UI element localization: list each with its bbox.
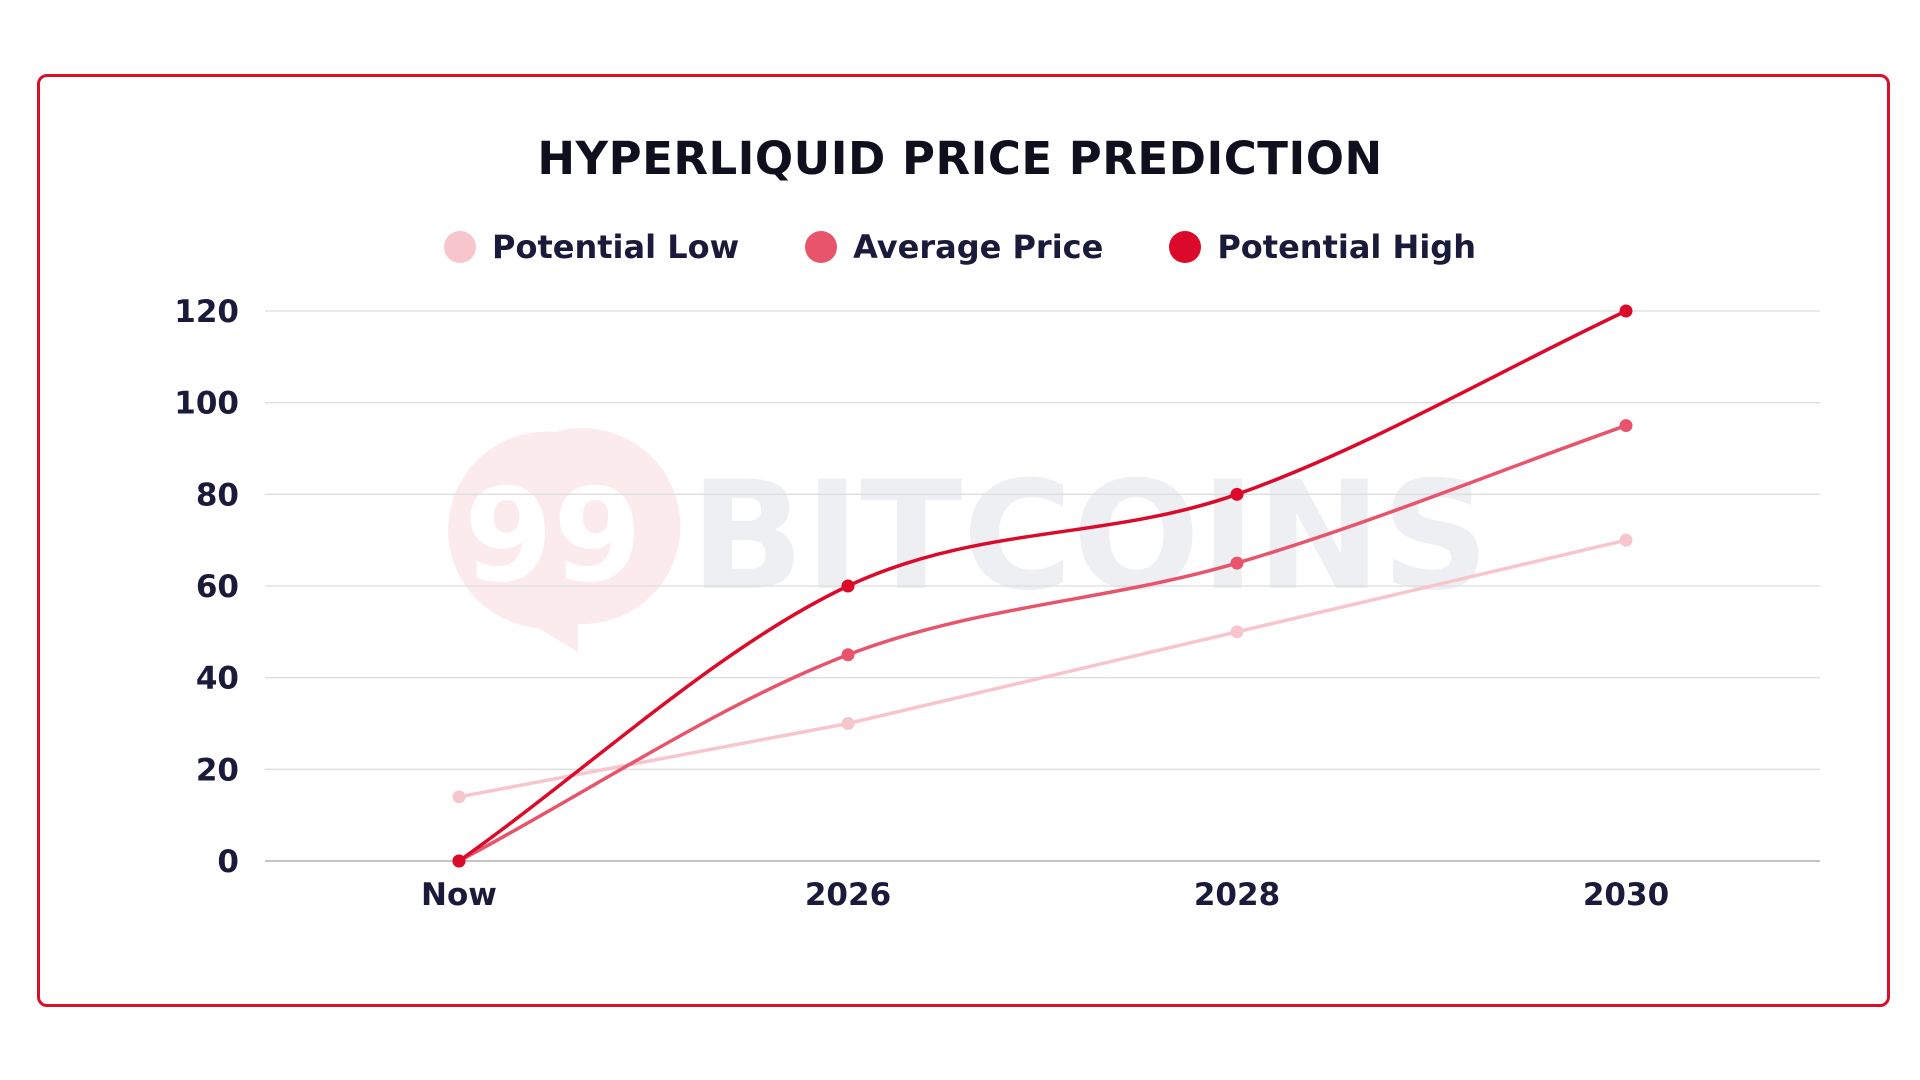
data-point-potential-low	[1230, 625, 1244, 639]
y-tick-label: 80	[196, 477, 239, 513]
series-line-potential-high	[457, 309, 1628, 863]
legend-label-average-price: Average Price	[853, 228, 1104, 266]
legend-label-potential-low: Potential Low	[492, 228, 740, 266]
chart-grid	[265, 310, 1820, 862]
data-point-potential-high	[841, 579, 855, 593]
chart-legend: Potential Low Average Price Potential Hi…	[0, 222, 1920, 272]
y-tick-label: 60	[196, 569, 239, 605]
x-tick-label: 2028	[1194, 877, 1280, 913]
y-tick-label: 120	[174, 294, 239, 330]
data-point-potential-high	[1230, 487, 1244, 501]
watermark-badge-text: 99	[464, 462, 642, 611]
legend-dot-potential-high	[1169, 231, 1202, 263]
x-tick-label: 2030	[1583, 877, 1669, 913]
legend-dot-average-price	[805, 231, 838, 263]
data-point-potential-high	[1619, 304, 1633, 318]
data-point-average-price	[1230, 556, 1244, 570]
data-point-potential-high	[452, 854, 466, 868]
watermark-text: BITCOINS	[690, 450, 1489, 624]
legend-label-potential-high: Potential High	[1217, 228, 1476, 266]
x-tick-label: Now	[421, 877, 497, 913]
y-tick-label: 0	[217, 844, 239, 880]
series-potential-high	[452, 304, 1633, 868]
legend-dot-potential-low	[444, 231, 477, 263]
y-tick-label: 40	[196, 661, 239, 697]
series-potential-low	[452, 533, 1633, 804]
series-line-average-price	[457, 423, 1628, 863]
y-tick-label: 20	[196, 752, 239, 788]
legend-item-average-price: Average Price	[805, 228, 1103, 266]
chart-series	[452, 304, 1633, 868]
chart-title: HYPERLIQUID PRICE PREDICTION	[537, 132, 1383, 185]
data-point-potential-low	[1619, 533, 1633, 547]
legend-item-potential-high: Potential High	[1169, 228, 1476, 266]
data-point-potential-low	[841, 717, 855, 730]
x-tick-label: 2026	[805, 877, 891, 913]
x-axis-ticks: Now 2026 2028 2030	[421, 877, 1669, 913]
watermark-badge-shape	[448, 428, 681, 652]
y-axis-ticks: 0 20 40 60 80 100 120	[174, 294, 239, 880]
y-tick-label: 100	[174, 386, 239, 422]
legend-item-potential-low: Potential Low	[444, 228, 739, 266]
chart-frame	[37, 74, 1890, 1007]
series-line-potential-low	[457, 538, 1628, 799]
data-point-average-price	[841, 648, 855, 662]
data-point-potential-low	[452, 790, 466, 804]
data-point-average-price	[1619, 419, 1633, 433]
